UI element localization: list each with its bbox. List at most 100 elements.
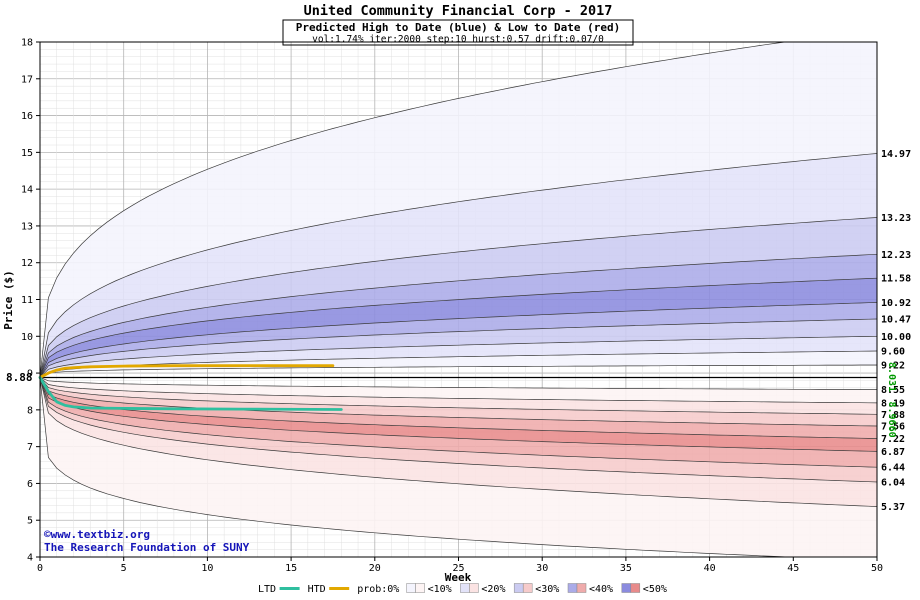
band-boundary-curve — [39, 377, 878, 404]
band-boundary-curve — [39, 253, 878, 378]
right-price-labels: 9.22 9.60 10.00 10.47 10.92 11.58 12.23 13.23 14… — [881, 149, 911, 513]
y-tick-label: 11 — [21, 295, 33, 306]
legend-swatch-red — [469, 583, 479, 593]
right-price-label: 10.47 — [881, 314, 911, 325]
legend-label: LTD — [258, 584, 276, 595]
legend-swatch-blue — [406, 583, 416, 593]
band-boundary-curve — [39, 377, 878, 439]
band-boundary-curve — [39, 377, 878, 483]
x-axis-title: Week — [445, 571, 472, 584]
y-tick-label: 4 — [27, 553, 33, 564]
x-tick-label: 15 — [285, 563, 297, 574]
ltd-line — [38, 376, 343, 411]
y-tick-label: 13 — [21, 221, 33, 232]
start-price-label: 8.88 — [6, 371, 33, 384]
green-price-label: 8.031 — [886, 362, 897, 392]
probability-band — [40, 319, 877, 378]
y-tick-label: 10 — [21, 332, 33, 343]
x-tick-label: 40 — [704, 563, 716, 574]
legend-swatch-red — [576, 583, 587, 593]
probability-band — [40, 336, 877, 378]
legend-label: <10% — [428, 584, 452, 595]
legend-swatch-red — [630, 583, 641, 593]
probability-band — [40, 377, 877, 482]
probability-band — [40, 377, 877, 452]
band-boundary-curve — [39, 377, 878, 415]
y-tick-label: 18 — [21, 38, 33, 49]
band-boundary-curve — [39, 377, 878, 427]
legend-swatch-blue — [621, 583, 632, 593]
probability-band — [40, 377, 877, 507]
right-price-label: 6.87 — [881, 447, 905, 458]
y-tick-label: 6 — [27, 479, 33, 490]
x-tick-label: 20 — [369, 563, 381, 574]
right-price-label: 13.23 — [881, 213, 911, 224]
band-boundary-curve — [39, 377, 878, 452]
x-tick-label: 25 — [452, 563, 464, 574]
x-tick-label: 30 — [536, 563, 548, 574]
legend-swatch-blue — [460, 583, 470, 593]
band-boundary-curve — [39, 350, 878, 378]
y-tick-label: 8 — [27, 405, 33, 416]
band-boundary-curve — [39, 302, 878, 378]
green-price-label: 8.9660 — [886, 402, 897, 438]
y-tick-label: 17 — [21, 74, 33, 85]
right-price-label: 6.44 — [881, 463, 905, 474]
probability-band — [40, 377, 877, 415]
y-tick-label: 16 — [21, 111, 33, 122]
legend-label: prob:0% — [357, 584, 399, 595]
legend-label: <20% — [481, 584, 505, 595]
band-boundary-curve — [39, 217, 878, 378]
probability-band — [40, 377, 877, 439]
legend-swatch-blue — [567, 583, 578, 593]
right-price-label: 7.88 — [881, 410, 905, 421]
right-price-label: 9.22 — [881, 360, 905, 371]
copyright-link[interactable]: ©www.textbiz.org — [44, 528, 150, 541]
band-boundary-curve — [39, 364, 877, 378]
y-tick-label: 9 — [27, 369, 33, 380]
subtitle-box — [282, 19, 634, 46]
x-tick-label: 10 — [201, 563, 213, 574]
probability-band — [40, 217, 877, 378]
probability-band — [40, 302, 877, 378]
right-price-label: 5.37 — [881, 502, 905, 513]
legend-label: HTD — [308, 584, 326, 595]
band-boundary-curve — [39, 377, 878, 468]
legend-layer: LTD HTD prob:0% <10% <20% <30% <40% <50% — [258, 583, 667, 595]
y-tick-label: 12 — [21, 258, 33, 269]
right-price-label: 11.58 — [881, 274, 911, 285]
band-boundary-curve — [39, 377, 878, 507]
chart-title: United Community Financial Corp - 2017 — [304, 3, 613, 19]
right-price-label: 12.23 — [881, 250, 911, 261]
green-price-labels: 8.031 8.9660 — [886, 362, 897, 438]
band-boundary-curve — [39, 41, 877, 378]
band-boundary-curve — [39, 377, 877, 558]
x-tick-label: 50 — [871, 563, 883, 574]
foundation-label: The Research Foundation of SUNY — [44, 541, 250, 554]
band-boundary-curve — [39, 153, 878, 378]
x-tick-label: 5 — [121, 563, 127, 574]
y-axis-title: Price ($) — [2, 270, 15, 330]
right-price-label: 8.19 — [881, 398, 905, 409]
right-price-label: 7.22 — [881, 434, 905, 445]
probability-band — [40, 254, 877, 378]
probability-band — [40, 377, 877, 426]
right-price-label: 10.00 — [881, 332, 911, 343]
right-price-label: 7.56 — [881, 422, 905, 433]
band-boundary-curve — [39, 335, 878, 378]
probability-band — [40, 278, 877, 378]
x-tick-label: 45 — [787, 563, 799, 574]
band-boundary-curve — [39, 277, 878, 378]
legend-swatch-blue — [513, 583, 524, 593]
probability-band — [40, 377, 877, 557]
htd-line — [38, 364, 335, 379]
x-tick-label: 35 — [620, 563, 632, 574]
legend-swatch-red — [415, 583, 425, 593]
right-price-label: 6.04 — [881, 477, 905, 488]
legend-label: <30% — [535, 584, 559, 595]
y-tick-label: 14 — [21, 185, 33, 196]
probability-band — [40, 351, 877, 378]
